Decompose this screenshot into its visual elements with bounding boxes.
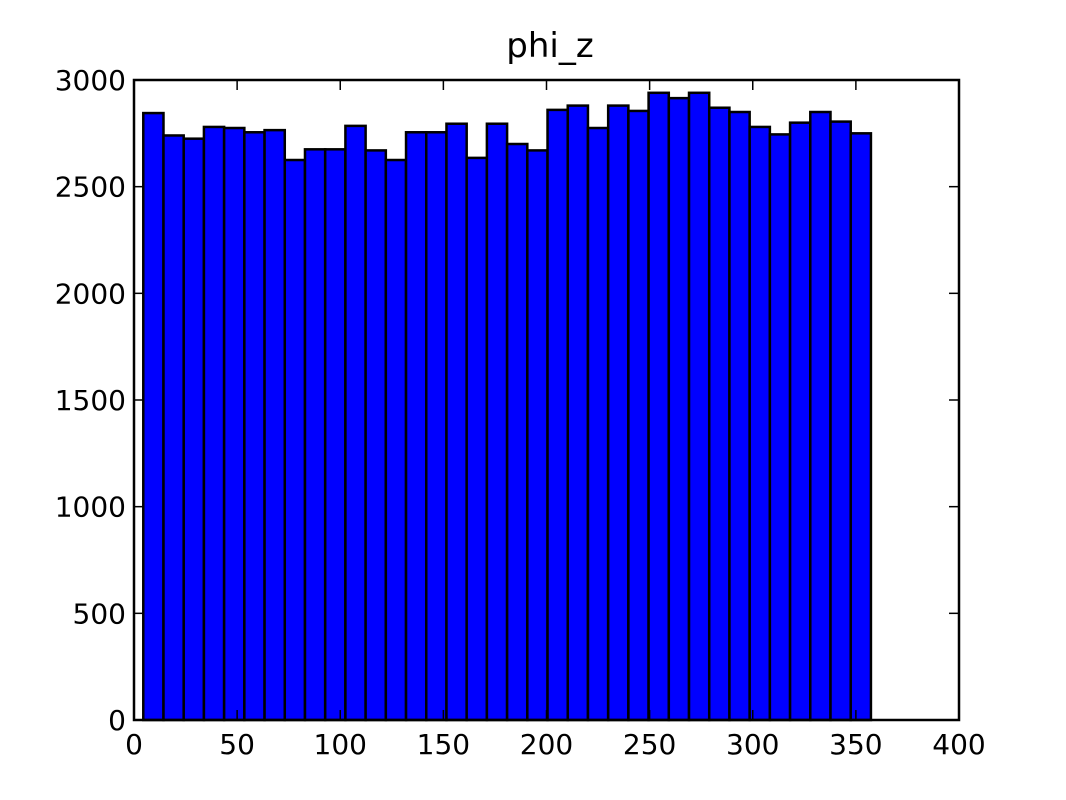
x-tick-label-8: 400 [932,728,985,761]
bar-12 [384,158,408,722]
bar-27 [687,91,711,722]
bar-33 [809,110,832,722]
bar-2 [182,137,206,722]
bar-35 [849,132,873,722]
x-tick-labels: 0 50 100 150 200 250 300 350 400 [125,728,986,761]
bar-29 [728,110,751,722]
bar-31 [768,133,792,722]
bar-9 [323,148,347,722]
x-tick-label-1: 50 [219,728,255,761]
y-tick-label-2: 1000 [55,491,126,524]
bar-15 [445,122,468,722]
bar-5 [243,131,266,722]
bar-10 [344,124,367,722]
x-tick-label-4: 200 [520,728,573,761]
bar-23 [606,104,630,722]
bar-24 [627,109,650,722]
bar-34 [829,120,852,722]
bar-32 [788,121,812,722]
y-tick-labels: 0 500 1000 1500 2000 2500 3000 [55,64,126,737]
bar-14 [425,131,448,722]
x-tick-label-3: 150 [417,728,470,761]
bar-26 [667,96,691,722]
y-tick-label-1: 500 [73,597,126,630]
x-tick-label-7: 350 [829,728,882,761]
y-tick-label-4: 2000 [55,277,126,310]
bar-20 [546,108,569,722]
ticks-group [133,79,960,721]
bar-7 [283,158,307,722]
bar-28 [707,106,731,722]
bar-1 [162,134,185,722]
y-tick-label-6: 3000 [55,64,126,97]
bar-17 [485,122,509,722]
bar-3 [202,125,226,722]
bar-11 [364,149,388,722]
bar-19 [526,149,549,722]
bar-18 [505,142,529,722]
x-tick-label-5: 250 [623,728,676,761]
x-tick-label-6: 300 [726,728,779,761]
y-tick-label-0: 0 [108,704,126,737]
x-tick-label-0: 0 [125,728,143,761]
x-tick-label-2: 100 [314,728,367,761]
bar-22 [586,126,610,722]
bar-13 [404,131,428,722]
bar-25 [647,91,671,722]
bar-21 [566,104,590,722]
bars-group [142,91,873,722]
bar-8 [303,148,327,722]
bar-30 [748,125,772,722]
bar-4 [222,126,246,722]
y-tick-label-5: 2500 [55,171,126,204]
bar-6 [263,128,287,722]
bar-16 [465,156,489,722]
chart-title: phi_z [506,26,593,66]
y-tick-label-3: 1500 [55,384,126,417]
bar-0 [142,111,165,722]
